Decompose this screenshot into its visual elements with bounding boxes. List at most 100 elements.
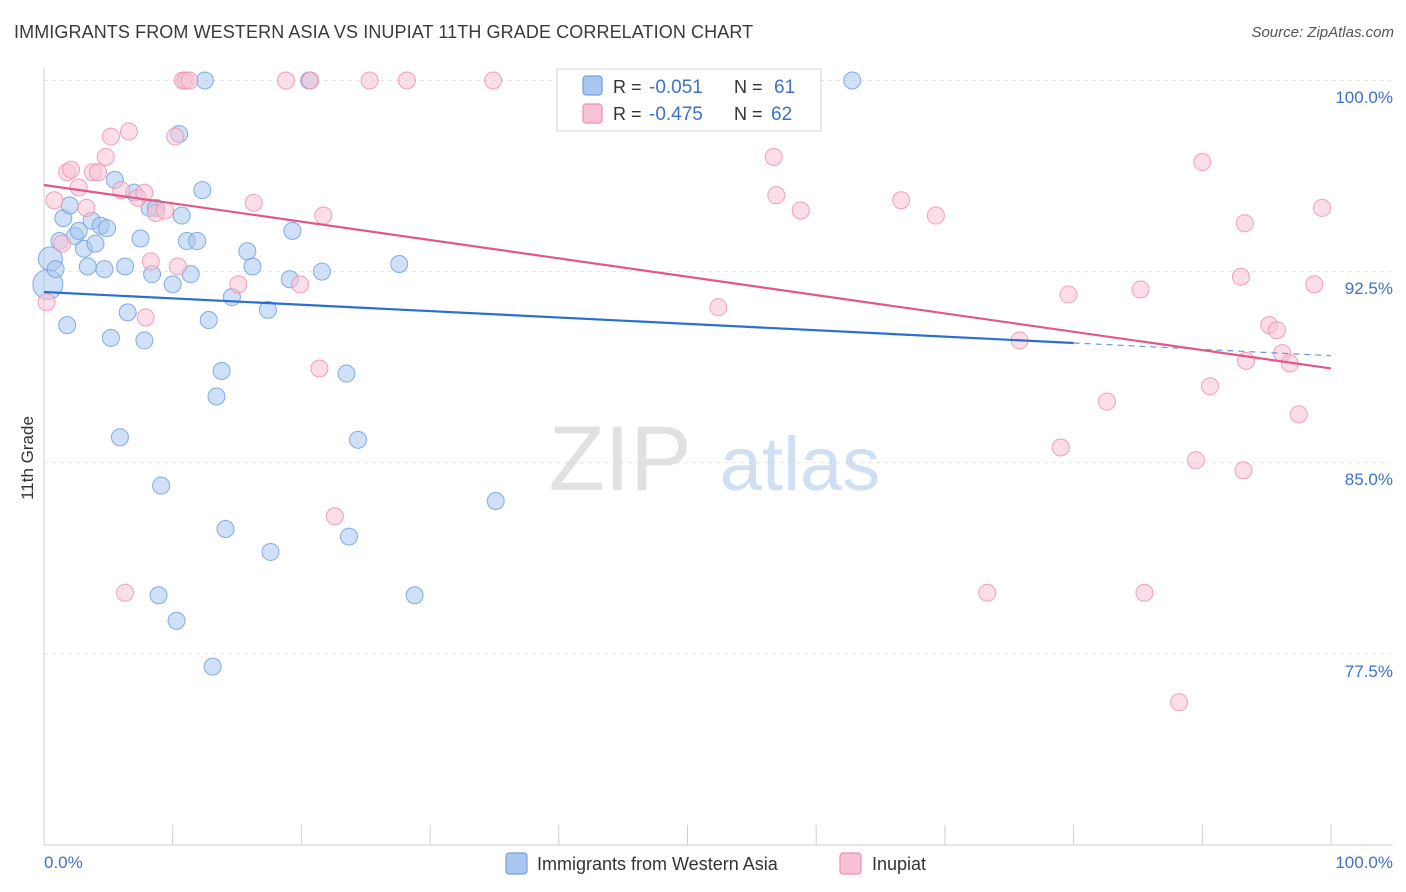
legend-label-pink: Inupiat xyxy=(872,854,926,874)
point-inupiat-64 xyxy=(1312,198,1331,217)
point-western-asia-27 xyxy=(149,586,168,605)
point-western-asia-10 xyxy=(78,257,97,276)
point-inupiat-47 xyxy=(1098,392,1117,411)
point-western-asia-2 xyxy=(46,260,65,279)
point-inupiat-31 xyxy=(314,206,333,225)
point-inupiat-55 xyxy=(1234,461,1253,480)
point-western-asia-56 xyxy=(405,586,424,605)
point-western-asia-58 xyxy=(843,71,862,90)
point-inupiat-37 xyxy=(709,298,728,317)
point-western-asia-22 xyxy=(131,229,150,248)
point-inupiat-45 xyxy=(1051,438,1070,457)
point-inupiat-34 xyxy=(397,71,416,90)
point-inupiat-62 xyxy=(1289,405,1308,424)
point-inupiat-4 xyxy=(62,160,81,179)
point-western-asia-8 xyxy=(69,221,88,240)
point-inupiat-42 xyxy=(926,206,945,225)
point-inupiat-63 xyxy=(1305,275,1324,294)
point-inupiat-51 xyxy=(1186,451,1205,470)
grid xyxy=(44,80,1391,655)
point-inupiat-24 xyxy=(180,71,199,90)
point-inupiat-53 xyxy=(1201,377,1220,396)
axes xyxy=(43,68,1393,846)
point-western-asia-45 xyxy=(243,257,262,276)
stats-n-label-1: N = xyxy=(734,77,763,97)
point-inupiat-17 xyxy=(141,252,160,271)
stats-n-value-1: 61 xyxy=(774,77,795,98)
point-inupiat-43 xyxy=(978,583,997,602)
stats-n-label-2: N = xyxy=(734,104,763,124)
point-western-asia-28 xyxy=(152,476,171,495)
legend-swatch-pink xyxy=(839,852,862,875)
stats-r-label-2: R = xyxy=(613,104,642,124)
point-inupiat-50 xyxy=(1170,693,1189,712)
point-western-asia-42 xyxy=(216,520,235,539)
point-western-asia-12 xyxy=(86,234,105,253)
point-inupiat-2 xyxy=(53,234,72,253)
point-inupiat-27 xyxy=(276,71,295,90)
point-western-asia-5 xyxy=(58,316,77,335)
point-inupiat-0 xyxy=(37,293,56,312)
point-inupiat-5 xyxy=(69,178,88,197)
watermark: ZIP atlas xyxy=(548,408,880,510)
y-tick-label-77-5: 77.5% xyxy=(1345,662,1393,681)
point-inupiat-1 xyxy=(45,191,64,210)
point-inupiat-25 xyxy=(229,275,248,294)
trend-line-inupiat xyxy=(43,183,1332,370)
point-western-asia-38 xyxy=(199,311,218,330)
point-western-asia-36 xyxy=(193,181,212,200)
point-inupiat-38 xyxy=(764,147,783,166)
trend-line-western-asia xyxy=(43,290,1074,345)
trend-lines xyxy=(43,183,1332,370)
point-inupiat-48 xyxy=(1131,280,1150,299)
point-inupiat-13 xyxy=(119,122,138,141)
point-inupiat-9 xyxy=(96,147,115,166)
source-label: Source: ZipAtlas.com xyxy=(1251,24,1394,41)
stats-swatch-pink xyxy=(582,103,603,124)
point-western-asia-6 xyxy=(60,196,79,215)
point-inupiat-52 xyxy=(1193,153,1212,172)
axis-labels: 11th Grade 0.0% 100.0% 77.5% 85.0% 92.5%… xyxy=(18,88,1393,872)
point-inupiat-15 xyxy=(135,183,154,202)
point-western-asia-39 xyxy=(203,657,222,676)
stats-n-value-2: 62 xyxy=(771,104,792,125)
point-western-asia-35 xyxy=(188,232,207,251)
point-western-asia-57 xyxy=(486,491,505,510)
point-western-asia-23 xyxy=(135,331,154,350)
point-western-asia-14 xyxy=(95,260,114,279)
point-inupiat-35 xyxy=(484,71,503,90)
chart-title: IMMIGRANTS FROM WESTERN ASIA VS INUPIAT … xyxy=(14,22,754,42)
point-inupiat-10 xyxy=(101,127,120,146)
point-inupiat-19 xyxy=(155,201,174,220)
point-inupiat-8 xyxy=(89,163,108,182)
point-western-asia-44 xyxy=(238,242,257,261)
point-western-asia-30 xyxy=(167,611,186,630)
point-western-asia-19 xyxy=(116,257,135,276)
data-points xyxy=(32,71,1331,712)
point-western-asia-18 xyxy=(110,428,129,447)
point-western-asia-46 xyxy=(258,300,277,319)
watermark-atlas: atlas xyxy=(720,422,881,507)
point-inupiat-32 xyxy=(325,507,344,526)
point-inupiat-29 xyxy=(301,71,320,90)
point-western-asia-55 xyxy=(390,254,409,273)
point-inupiat-28 xyxy=(291,275,310,294)
point-western-asia-51 xyxy=(312,262,331,281)
x-tick-label-min: 0.0% xyxy=(44,853,83,872)
y-tick-label-85: 85.0% xyxy=(1345,470,1393,489)
stats-swatch-blue xyxy=(582,75,603,96)
x-tick-label-max: 100.0% xyxy=(1335,853,1393,872)
point-western-asia-52 xyxy=(337,364,356,383)
point-inupiat-54 xyxy=(1231,267,1250,286)
point-inupiat-16 xyxy=(136,308,155,327)
point-inupiat-59 xyxy=(1267,321,1286,340)
point-western-asia-29 xyxy=(163,275,182,294)
point-inupiat-30 xyxy=(310,359,329,378)
point-western-asia-16 xyxy=(101,328,120,347)
point-western-asia-37 xyxy=(195,71,214,90)
point-inupiat-39 xyxy=(767,186,786,205)
point-inupiat-26 xyxy=(244,193,263,212)
point-western-asia-47 xyxy=(261,542,280,561)
